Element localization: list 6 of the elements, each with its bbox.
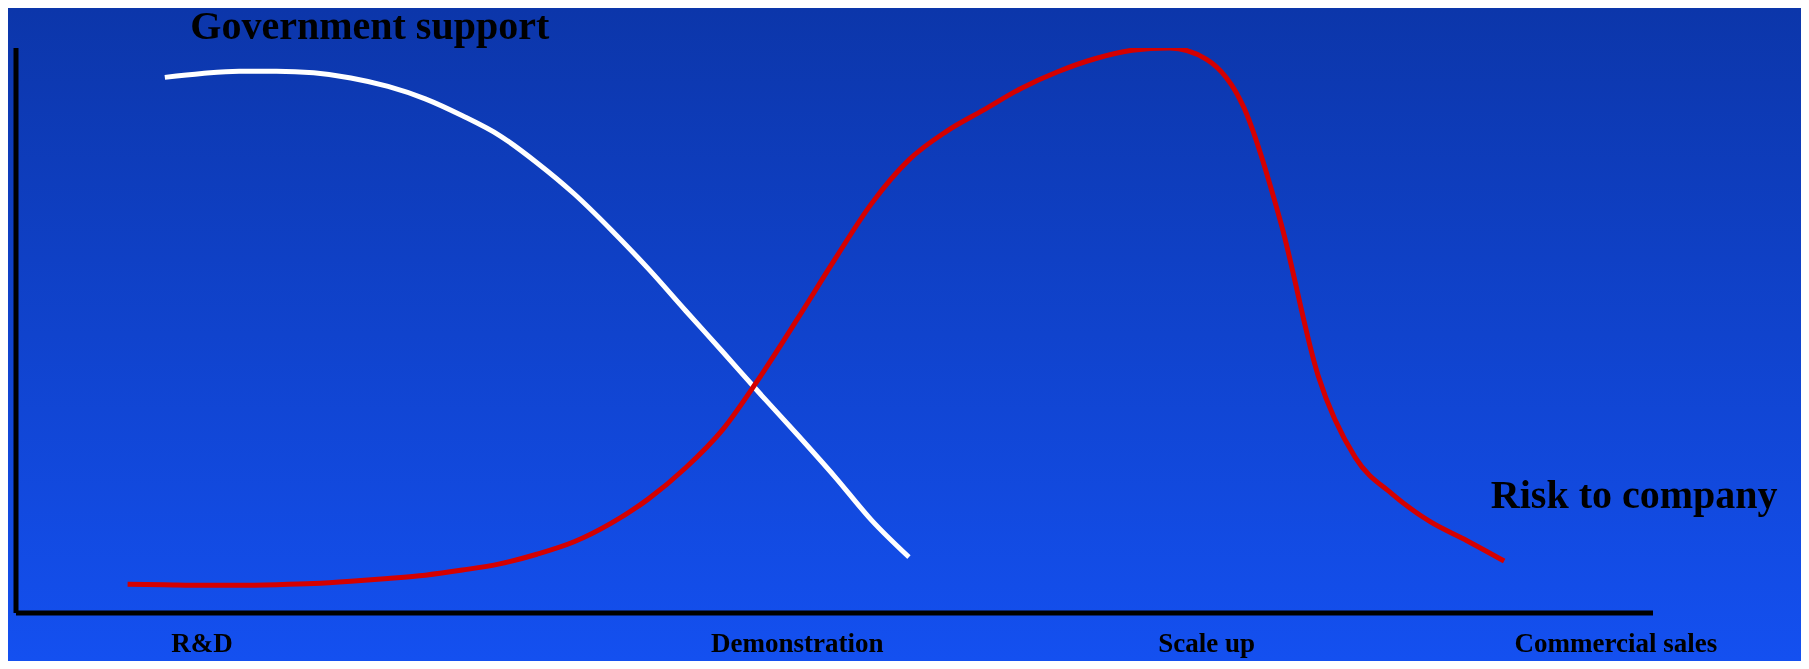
x-tick-label: Scale up xyxy=(1158,628,1255,659)
x-tick-label: R&D xyxy=(171,628,233,659)
series-label: Risk to company xyxy=(1490,472,1778,518)
x-tick-label: Demonstration xyxy=(711,628,884,659)
x-tick-label: Commercial sales xyxy=(1514,628,1718,659)
series-label: Government support xyxy=(190,2,550,48)
